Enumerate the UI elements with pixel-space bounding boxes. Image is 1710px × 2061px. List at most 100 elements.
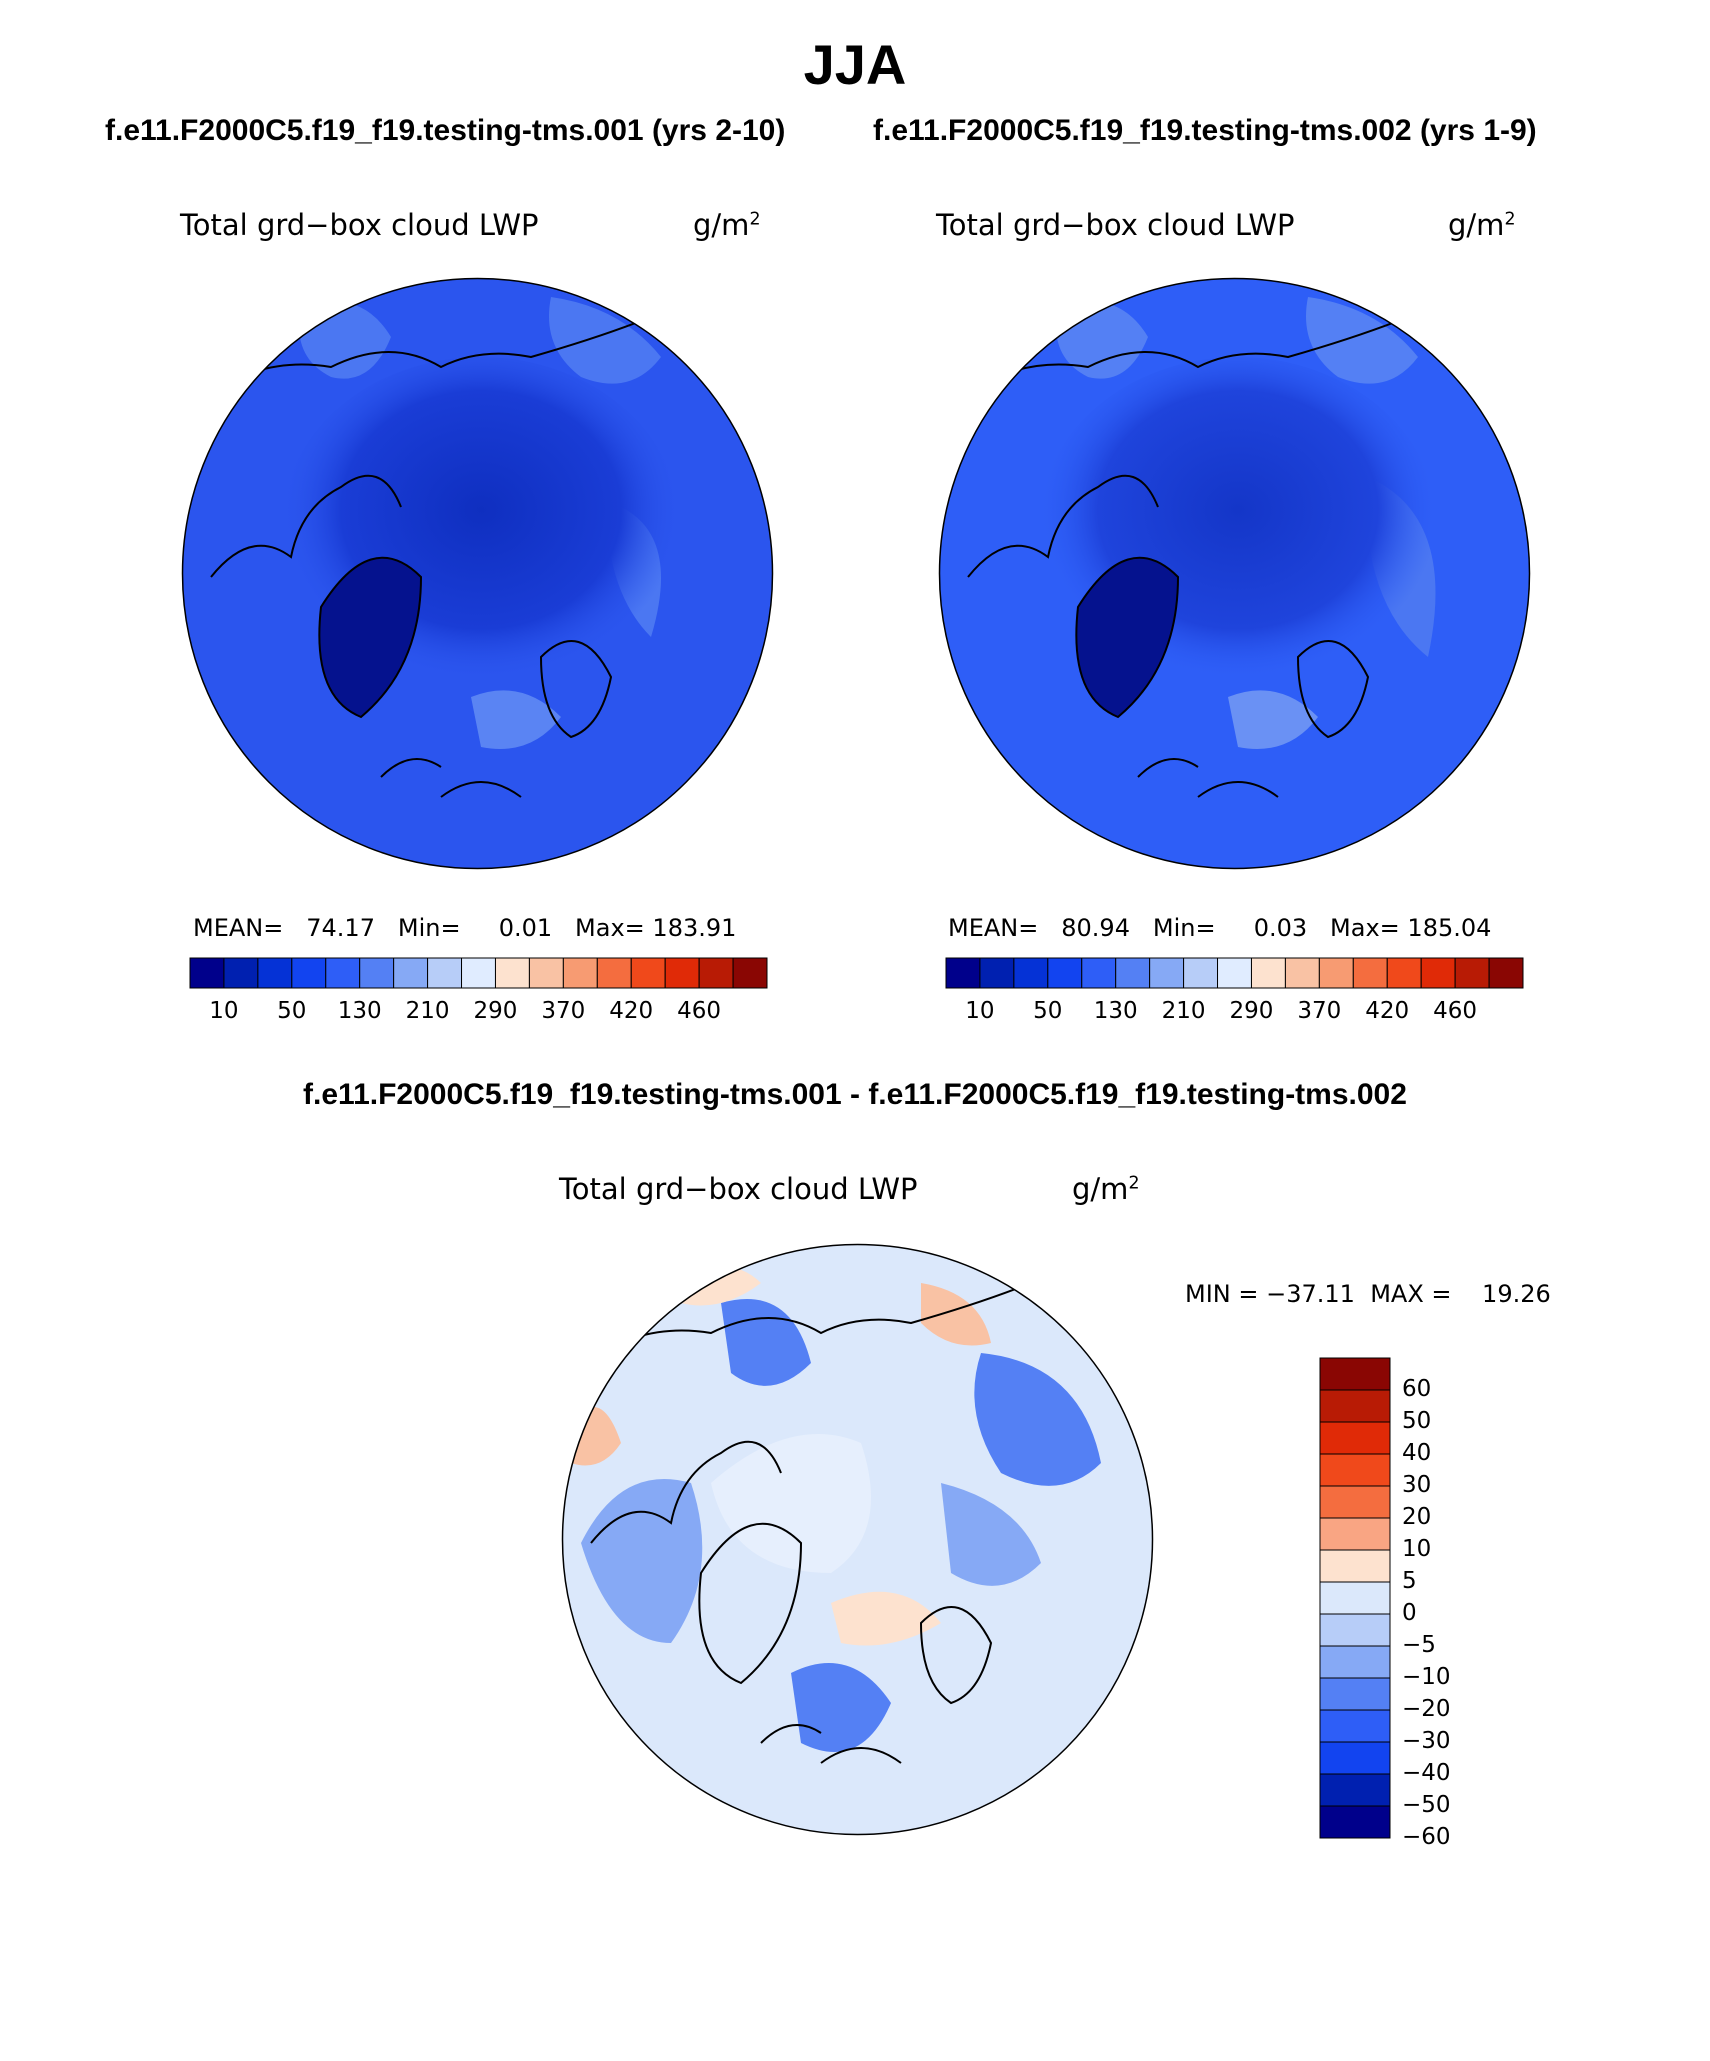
colorbar-swatch xyxy=(1386,957,1422,989)
colorbar-tick-label: 30 xyxy=(1402,1472,1432,1498)
colorbar-swatch xyxy=(979,957,1015,989)
max-value: 183.91 xyxy=(652,914,737,942)
colorbar-tick-label: 130 xyxy=(1093,998,1138,1024)
colorbar-tick-label: 460 xyxy=(677,998,722,1024)
colorbar-tick-label: 20 xyxy=(1402,1504,1432,1530)
colorbar-tick-label: 130 xyxy=(337,998,382,1024)
mean-label: MEAN= xyxy=(948,914,1039,942)
colorbar-swatch xyxy=(461,957,496,989)
patch xyxy=(711,1434,871,1573)
mean-label: MEAN= xyxy=(193,914,284,942)
coastlines xyxy=(590,1282,1032,1764)
patch xyxy=(831,1591,941,1646)
panel-2-polar-map xyxy=(938,277,1531,870)
colorbar-swatch xyxy=(1319,1805,1391,1839)
colorbar-swatch xyxy=(562,957,598,989)
colorbar-swatch xyxy=(1319,1517,1391,1551)
colorbar-tick-label: 50 xyxy=(1033,998,1063,1024)
colorbar-swatch xyxy=(1420,957,1456,989)
colorbar-swatch xyxy=(494,957,530,989)
colorbar-tick-label: 10 xyxy=(209,998,239,1024)
colorbar-swatch xyxy=(1352,957,1388,989)
panel-2-colorbar xyxy=(945,957,1524,989)
colorbar-swatch xyxy=(1284,957,1320,989)
difference-polar-map xyxy=(561,1243,1154,1836)
colorbar-tick-label: −50 xyxy=(1402,1792,1451,1818)
colorbar-tick-label: −30 xyxy=(1402,1728,1451,1754)
colorbar-tick-label: 50 xyxy=(1402,1408,1432,1434)
colorbar-swatch xyxy=(427,957,463,989)
min-label: Min= xyxy=(397,914,461,942)
colorbar-tick-label: 5 xyxy=(1402,1568,1417,1594)
min-value: −37.11 xyxy=(1266,1280,1355,1308)
figure-title: JJA xyxy=(803,33,907,96)
colorbar-swatch xyxy=(1217,957,1252,989)
colorbar-swatch xyxy=(1081,957,1117,989)
colorbar-tick-label: −10 xyxy=(1402,1664,1451,1690)
colorbar-tick-label: 210 xyxy=(1161,998,1206,1024)
panel-1-colorbar xyxy=(189,957,768,989)
patch xyxy=(921,1283,991,1346)
colorbar-swatch xyxy=(1319,1741,1391,1775)
colorbar-swatch xyxy=(732,957,768,989)
colorbar-swatch xyxy=(1454,957,1490,989)
colorbar-tick-label: −40 xyxy=(1402,1760,1451,1786)
colorbar-tick-label: −60 xyxy=(1402,1824,1451,1850)
patch xyxy=(1306,297,1418,384)
panel-2-heading: f.e11.F2000C5.f19_f19.testing-tms.002 (y… xyxy=(873,114,1537,147)
panel-2-unit-label: g/m2 xyxy=(1448,208,1516,242)
colorbar-swatch xyxy=(1183,957,1219,989)
colorbar-swatch xyxy=(1319,1549,1391,1583)
colorbar-swatch xyxy=(1013,957,1049,989)
patch xyxy=(974,1353,1101,1486)
colorbar-tick-label: 10 xyxy=(1402,1536,1432,1562)
difference-stats: MIN = −37.11 MAX = 19.26 xyxy=(1185,1280,1551,1308)
colorbar-swatch xyxy=(1319,1677,1391,1711)
colorbar-swatch xyxy=(359,957,395,989)
colorbar-swatch xyxy=(1250,957,1286,989)
patch xyxy=(471,690,561,749)
difference-variable-label: Total grd−box cloud LWP xyxy=(559,1172,918,1206)
colorbar-swatch xyxy=(1319,1645,1391,1679)
map-boundary xyxy=(561,1243,1154,1836)
colorbar-tick-label: 420 xyxy=(609,998,654,1024)
panel-1-heading: f.e11.F2000C5.f19_f19.testing-tms.001 (y… xyxy=(105,114,786,147)
colorbar-swatch xyxy=(1319,1485,1391,1519)
colorbar-swatch xyxy=(1115,957,1151,989)
colorbar-tick-label: 40 xyxy=(1402,1440,1432,1466)
colorbar-swatch xyxy=(596,957,632,989)
colorbar-swatch xyxy=(1319,1357,1391,1391)
colorbar-swatch xyxy=(223,957,259,989)
mean-value: 74.17 xyxy=(306,914,375,942)
colorbar-swatch xyxy=(945,957,981,989)
min-value: 0.01 xyxy=(498,914,553,942)
coastlines xyxy=(967,316,1409,798)
colorbar-swatch xyxy=(630,957,666,989)
patch xyxy=(1228,690,1318,749)
min-label: MIN = xyxy=(1185,1280,1259,1308)
panel-2-variable-label: Total grd−box cloud LWP xyxy=(936,208,1295,242)
panel-1-stats: MEAN= 74.17 Min= 0.01 Max= 183.91 xyxy=(193,914,736,942)
colorbar-swatch xyxy=(664,957,700,989)
panel-1-polar-map xyxy=(181,277,774,870)
colorbar-tick-label: 370 xyxy=(541,998,586,1024)
colorbar-swatch xyxy=(325,957,361,989)
colorbar-swatch xyxy=(698,957,734,989)
patch xyxy=(941,1483,1041,1586)
colorbar-swatch xyxy=(393,957,429,989)
colorbar-tick-label: 10 xyxy=(965,998,995,1024)
colorbar-tick-label: 460 xyxy=(1433,998,1478,1024)
colorbar-swatch xyxy=(1319,1421,1391,1455)
colorbar-tick-label: 0 xyxy=(1402,1600,1417,1626)
colorbar-swatch xyxy=(1047,957,1083,989)
colorbar-swatch xyxy=(528,957,564,989)
colorbar-tick-label: 290 xyxy=(473,998,518,1024)
colorbar-swatch xyxy=(1149,957,1185,989)
coastlines xyxy=(210,316,652,798)
panel-1-unit-label: g/m2 xyxy=(693,208,761,242)
panel-2-stats: MEAN= 80.94 Min= 0.03 Max= 185.04 xyxy=(948,914,1491,942)
difference-unit-label: g/m2 xyxy=(1072,1172,1140,1206)
max-label: Max= xyxy=(1330,914,1400,942)
colorbar-tick-label: 50 xyxy=(277,998,307,1024)
colorbar-swatch xyxy=(257,957,293,989)
